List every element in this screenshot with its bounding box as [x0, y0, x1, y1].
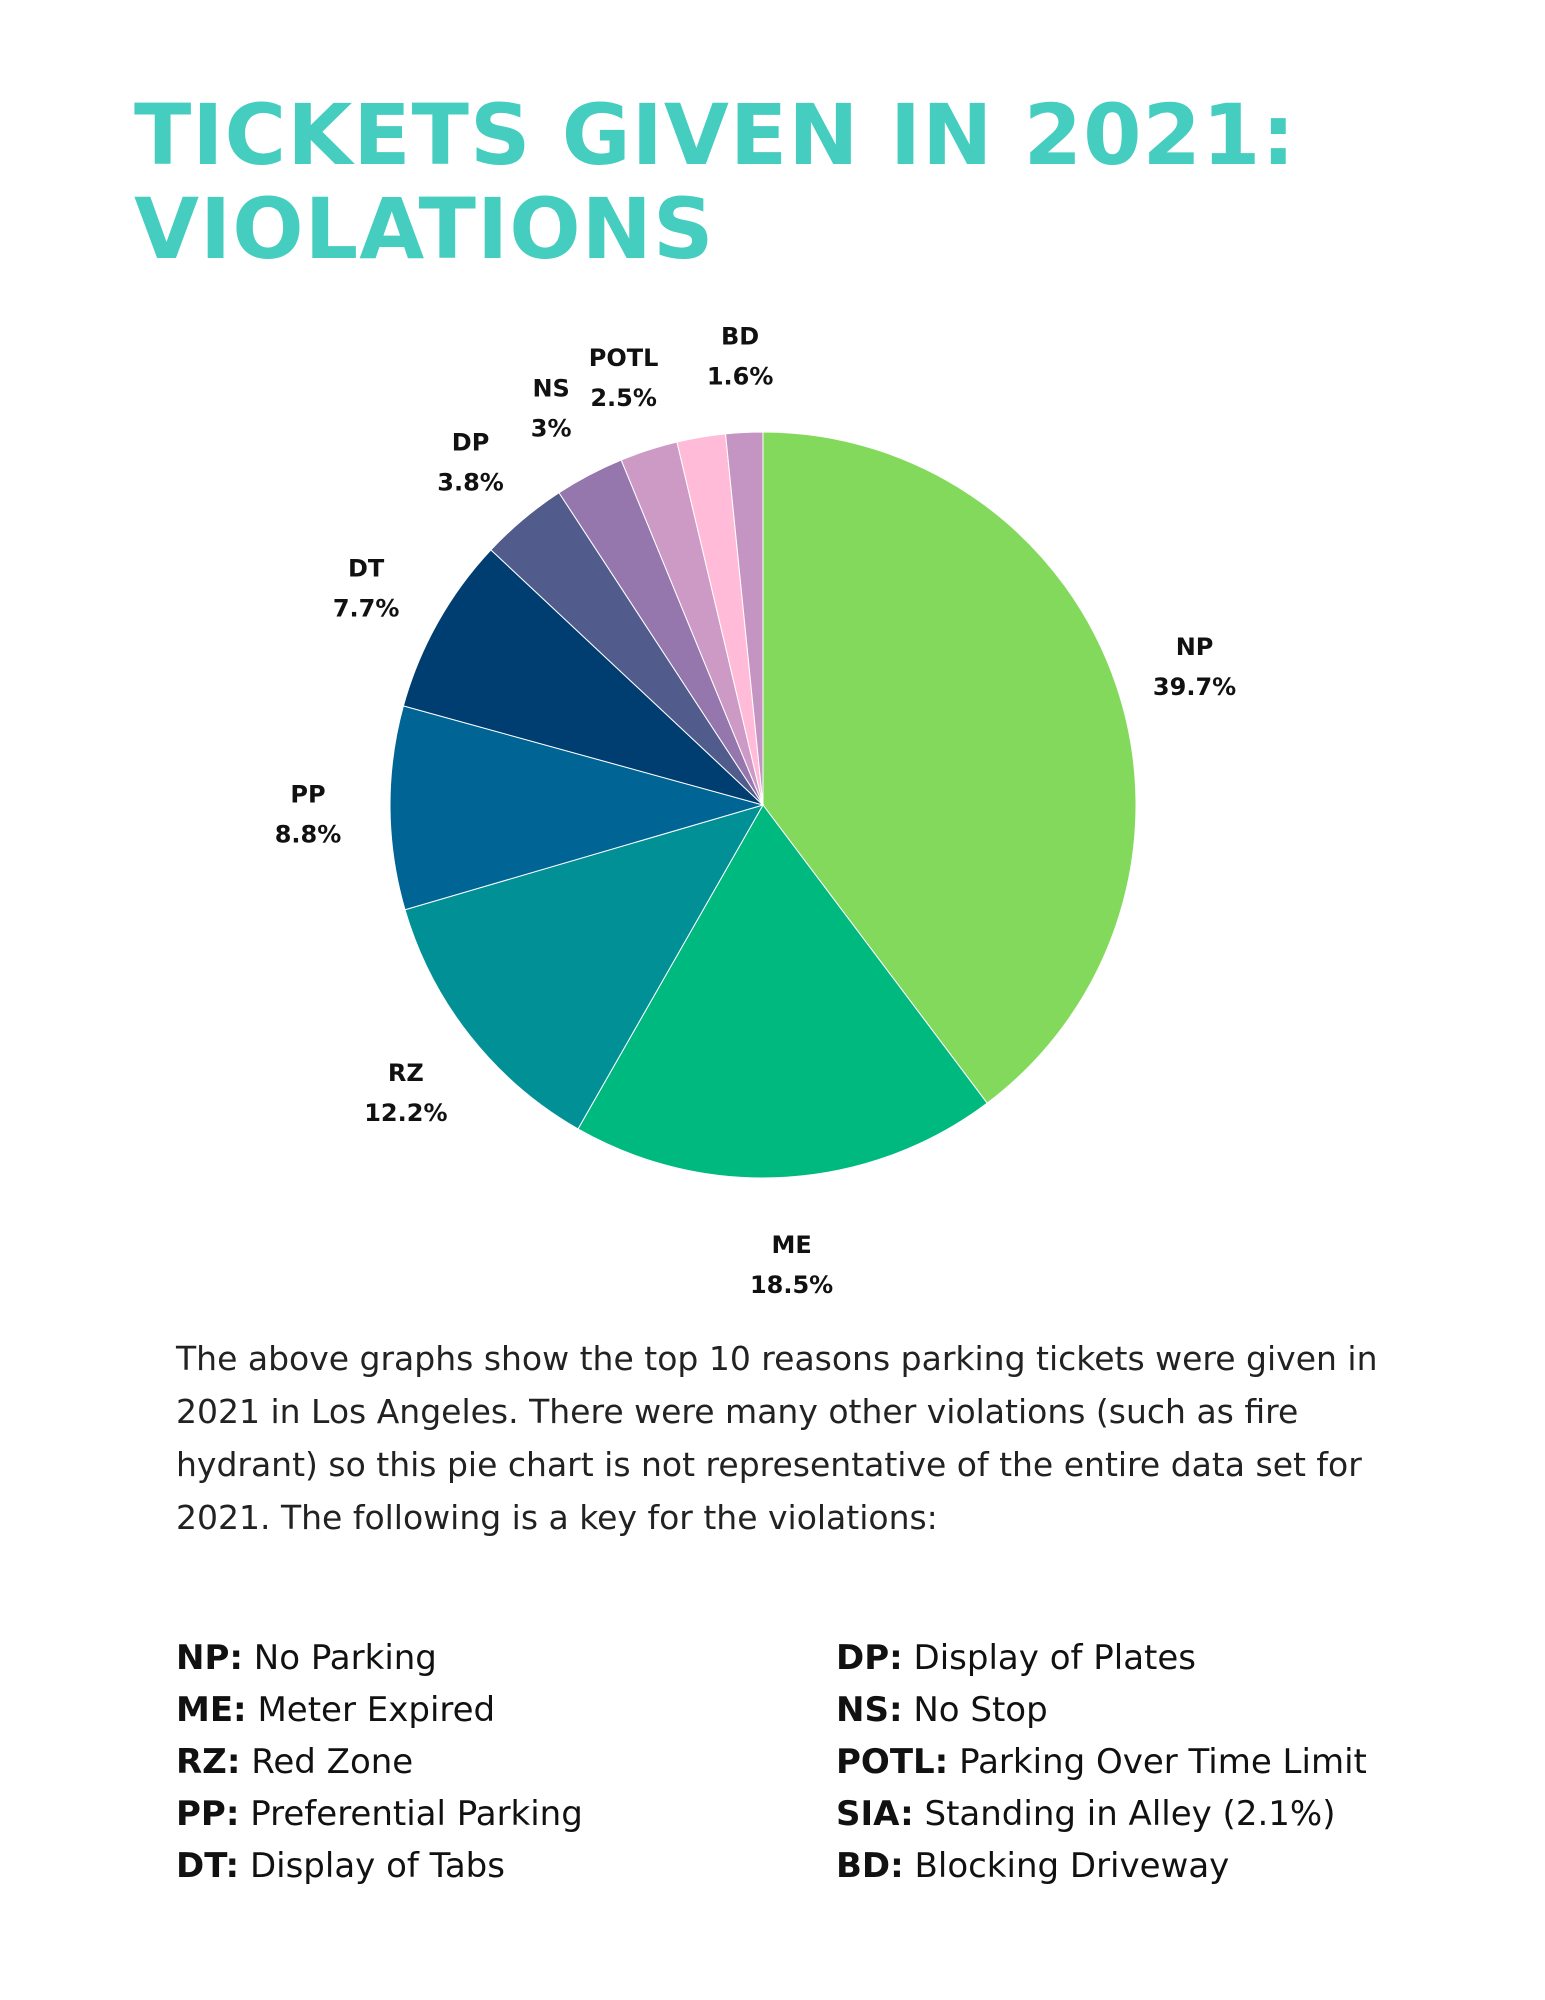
pie-slice-dt	[402, 549, 764, 806]
key-item: NP: No Parking	[176, 1632, 583, 1684]
key-text: Display of Plates	[902, 1638, 1197, 1678]
key-column-left: NP: No Parking ME: Meter Expired RZ: Red…	[176, 1632, 583, 1892]
slice-label-dp: DP 3.8%	[437, 428, 504, 496]
key-item: NS: No Stop	[836, 1684, 1367, 1736]
key-abbr: NP:	[176, 1638, 243, 1678]
slice-label-rz: RZ 12.2%	[364, 1059, 447, 1127]
key-text: Display of Tabs	[239, 1846, 505, 1886]
slice-label-potl: POTL 2.5%	[589, 344, 659, 412]
title-line-2: VIOLATIONS	[134, 180, 715, 278]
key-item: BD: Blocking Driveway	[836, 1840, 1367, 1892]
pie-slice-bd	[724, 431, 764, 806]
key-item: PP: Preferential Parking	[176, 1788, 583, 1840]
key-item: RZ: Red Zone	[176, 1736, 583, 1788]
key-text: Standing in Alley (2.1%)	[913, 1794, 1336, 1834]
key-text: No Stop	[902, 1690, 1048, 1730]
key-text: Preferential Parking	[239, 1794, 583, 1834]
slice-label-pp: PP 8.8%	[275, 781, 342, 849]
key-abbr: POTL:	[836, 1742, 949, 1782]
chart-description: The above graphs show the top 10 reasons…	[176, 1339, 1378, 1537]
slice-label-np: NP 39.7%	[1153, 633, 1236, 701]
slice-label-ns: NS 3%	[531, 374, 572, 442]
pie-chart: NP 39.7% ME 18.5% RZ 12.2% PP 8.8% DT 7.7% DP 3.8% N…	[275, 323, 1236, 1300]
pie-slice-rz	[404, 804, 765, 1130]
key-text: Blocking Driveway	[903, 1846, 1230, 1886]
key-abbr: BD:	[836, 1846, 904, 1886]
key-abbr: DT:	[176, 1846, 240, 1886]
key-text: Parking Over Time Limit	[948, 1742, 1367, 1782]
slice-label-bd: BD 1.6%	[707, 323, 774, 391]
slice-label-dt: DT 7.7%	[333, 554, 400, 622]
pie-slice-me	[577, 804, 988, 1179]
key-abbr: PP:	[176, 1794, 240, 1834]
key-item: DT: Display of Tabs	[176, 1840, 583, 1892]
title-line-1: TICKETS GIVEN IN 2021:	[134, 86, 1297, 184]
key-text: Meter Expired	[246, 1690, 496, 1730]
key-abbr: DP:	[836, 1638, 903, 1678]
pie-slice-np	[762, 431, 1137, 1104]
key-abbr: SIA:	[836, 1794, 914, 1834]
key-text: No Parking	[242, 1638, 437, 1678]
key-item: DP: Display of Plates	[836, 1632, 1367, 1684]
key-text: Red Zone	[240, 1742, 414, 1782]
pie-slice-pp	[389, 705, 765, 911]
key-item: SIA: Standing in Alley (2.1%)	[836, 1788, 1367, 1840]
page-title: TICKETS GIVEN IN 2021: VIOLATIONS	[134, 88, 1434, 276]
key-column-right: DP: Display of Plates NS: No Stop POTL: …	[836, 1632, 1367, 1892]
key-item: POTL: Parking Over Time Limit	[836, 1736, 1367, 1788]
key-item: ME: Meter Expired	[176, 1684, 583, 1736]
key-abbr: NS:	[836, 1690, 903, 1730]
key-abbr: ME:	[176, 1690, 247, 1730]
slice-label-me: ME 18.5%	[750, 1231, 833, 1299]
key-abbr: RZ:	[176, 1742, 241, 1782]
